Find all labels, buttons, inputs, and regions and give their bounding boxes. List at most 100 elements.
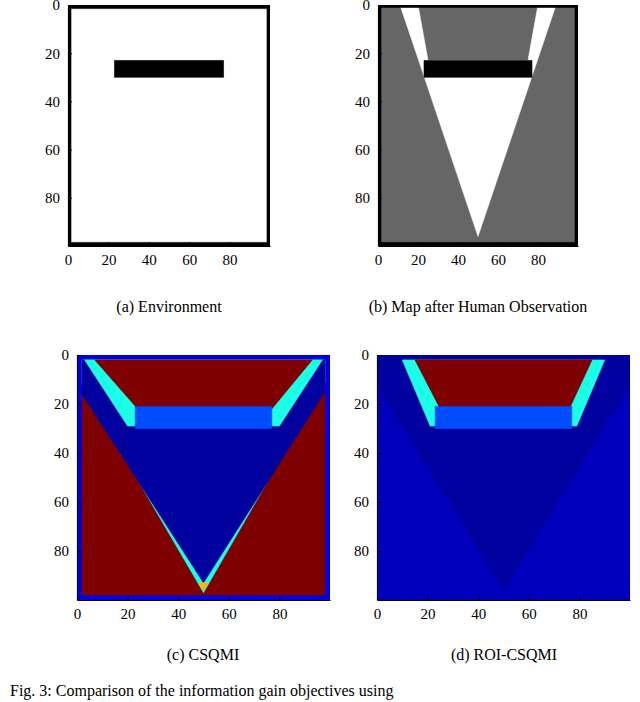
y-tick: 60 — [54, 494, 81, 510]
map-region — [82, 360, 325, 593]
x-tick-label: 0 — [374, 606, 382, 622]
x-tick: 60 — [182, 242, 197, 268]
map-region — [400, 5, 556, 236]
x-tick-label: 80 — [531, 252, 546, 268]
figure-caption: Fig. 3: Comparison of the information ga… — [10, 682, 394, 700]
map-region — [424, 60, 532, 77]
y-tick-label: 80 — [355, 190, 370, 206]
x-axis-line — [69, 246, 271, 247]
map-region — [377, 355, 630, 590]
y-tick-mark — [377, 502, 381, 503]
x-tick: 20 — [121, 596, 136, 622]
x-tick-label: 0 — [65, 252, 73, 268]
y-tick-mark — [378, 150, 382, 151]
x-tick-label: 60 — [182, 252, 197, 268]
x-axis: 0 20 40 60 80 — [374, 596, 631, 622]
x-tick-mark — [478, 596, 479, 600]
y-tick: 0 — [362, 347, 382, 363]
x-tick-mark — [229, 596, 230, 600]
map-region — [82, 360, 325, 595]
x-tick: 40 — [142, 242, 157, 268]
y-tick: 20 — [355, 46, 382, 62]
x-tick-mark — [529, 596, 530, 600]
panel: 020406080020406080(b) Map after Human Ob… — [355, 0, 587, 316]
plot-area — [77, 355, 330, 600]
x-tick: 40 — [471, 596, 486, 622]
x-tick: 80 — [272, 596, 287, 622]
panel: 0 20 40 60 80 0 20 40 60 80 (d) ROI-CSQMI — [354, 347, 631, 664]
map-region — [95, 360, 313, 409]
x-tick-mark — [230, 242, 231, 246]
x-tick-label: 60 — [522, 606, 537, 622]
x-tick-label: 20 — [101, 252, 116, 268]
x-axis: 020406080 — [65, 242, 271, 268]
x-tick: 20 — [411, 242, 426, 268]
x-tick: 80 — [531, 242, 546, 268]
x-tick-label: 0 — [375, 252, 383, 268]
y-tick-mark — [68, 198, 72, 199]
y-tick-label: 40 — [54, 445, 69, 461]
y-tick-mark — [77, 502, 81, 503]
y-tick-label: 40 — [354, 445, 369, 461]
y-tick-mark — [68, 53, 72, 54]
x-axis: 020406080 — [74, 596, 331, 622]
x-tick-label: 60 — [491, 252, 506, 268]
y-tick-label: 80 — [45, 190, 60, 206]
plot-area — [68, 5, 270, 246]
x-tick-label: 80 — [572, 606, 587, 622]
x-tick-mark — [128, 596, 129, 600]
y-axis-line — [378, 6, 379, 247]
y-tick-label: 60 — [355, 142, 370, 158]
map-region — [68, 5, 270, 9]
y-axis-line — [68, 6, 69, 247]
x-tick: 60 — [491, 242, 506, 268]
x-axis: 0 20 40 60 80 — [375, 242, 579, 268]
x-axis-line — [378, 600, 631, 601]
y-tick: 0 — [62, 347, 82, 363]
x-tick: 20 — [421, 596, 436, 622]
y-tick: 80 — [354, 543, 381, 559]
y-tick: 20 — [45, 46, 72, 62]
y-tick-label: 60 — [354, 494, 369, 510]
y-axis-line — [77, 356, 78, 601]
map-region — [435, 406, 572, 428]
y-tick-mark — [377, 404, 381, 405]
x-tick-mark — [538, 242, 539, 246]
map-region — [68, 5, 71, 246]
y-tick: 20 — [54, 396, 81, 412]
y-tick-mark — [68, 5, 72, 6]
x-tick: 60 — [522, 596, 537, 622]
panel: 020406080020406080(a) Environment — [45, 0, 271, 316]
y-tick-label: 40 — [45, 94, 60, 110]
y-axis: 020406080 — [355, 0, 382, 246]
x-axis-line — [379, 246, 579, 247]
plot-area — [378, 5, 578, 246]
x-tick: 40 — [451, 242, 466, 268]
y-tick: 40 — [45, 94, 72, 110]
y-tick-mark — [378, 5, 382, 6]
map-region — [135, 406, 272, 428]
x-tick-mark — [428, 596, 429, 600]
y-tick-mark — [77, 404, 81, 405]
y-tick: 80 — [45, 190, 72, 206]
y-tick-label: 80 — [354, 543, 369, 559]
x-tick-mark — [189, 242, 190, 246]
y-tick: 40 — [354, 445, 381, 461]
y-tick: 40 — [54, 445, 81, 461]
y-tick: 60 — [355, 142, 382, 158]
y-tick-mark — [378, 198, 382, 199]
x-tick-mark — [458, 242, 459, 246]
y-tick-label: 0 — [362, 347, 370, 363]
map-region — [198, 583, 208, 590]
map-region — [415, 360, 592, 409]
y-tick: 80 — [54, 543, 81, 559]
y-tick-label: 0 — [62, 347, 70, 363]
map-region — [114, 60, 223, 77]
y-tick-label: 0 — [53, 0, 61, 13]
y-tick-label: 20 — [354, 396, 369, 412]
plot-area — [377, 355, 630, 600]
panel-caption: (d) ROI-CSQMI — [451, 646, 557, 664]
y-tick-label: 80 — [54, 543, 69, 559]
x-tick-mark — [149, 242, 150, 246]
y-tick: 60 — [45, 142, 72, 158]
